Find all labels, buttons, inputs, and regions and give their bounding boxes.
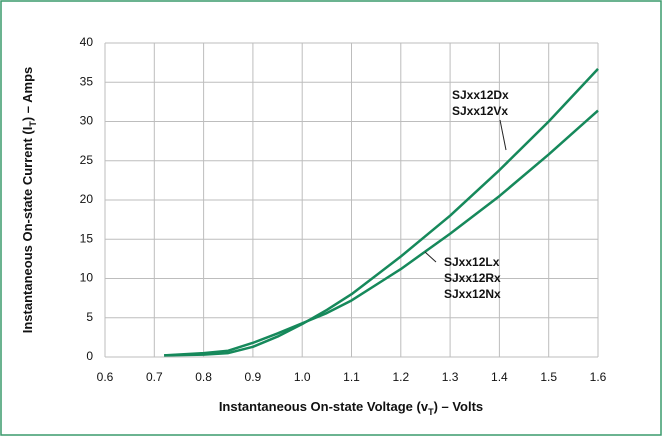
x-tick-label: 1.4 (491, 370, 508, 384)
x-tick-label: 1.5 (540, 370, 557, 384)
y-label-sub: T (28, 121, 38, 127)
y-tick-label: 30 (80, 114, 94, 128)
x-tick-label: 1.0 (294, 370, 311, 384)
y-axis-label: Instantaneous On-state Current (IT) – Am… (20, 67, 38, 334)
x-tick-label: 1.6 (590, 370, 607, 384)
y-tick-label: 0 (86, 349, 93, 363)
leader-line (499, 119, 507, 151)
y-label-part: Instantaneous On-state Current (I (20, 127, 35, 334)
x-label-part: Instantaneous On-state Voltage (v (219, 399, 429, 414)
x-tick-label: 0.8 (195, 370, 212, 384)
series-label: SJxx12Nx (444, 287, 501, 301)
series-label: SJxx12Vx (452, 104, 508, 118)
curve (164, 109, 599, 357)
series-label: SJxx12Dx (452, 88, 509, 102)
y-tick-label: 35 (80, 74, 94, 88)
series-label: SJxx12Rx (444, 271, 501, 285)
y-tick-label: 10 (80, 271, 94, 285)
x-axis-label: Instantaneous On-state Voltage (vT) – Vo… (219, 399, 483, 417)
y-tick-label: 15 (80, 231, 94, 245)
x-label-part: ) – Volts (434, 399, 484, 414)
y-label-part: ) – Amps (20, 67, 35, 121)
x-tick-label: 1.3 (442, 370, 459, 384)
x-tick-label: 1.1 (343, 370, 360, 384)
y-tick-label: 25 (80, 153, 94, 167)
y-tick-label: 5 (86, 310, 93, 324)
x-tick-label: 1.2 (392, 370, 409, 384)
x-tick-label: 0.9 (245, 370, 262, 384)
x-label-sub: T (428, 407, 434, 417)
leader-line (424, 251, 437, 263)
x-tick-label: 0.7 (146, 370, 163, 384)
y-tick-label: 40 (80, 35, 94, 49)
series-label: SJxx12Lx (444, 255, 500, 269)
x-tick-label: 0.6 (97, 370, 114, 384)
curve (164, 68, 599, 357)
y-tick-label: 20 (80, 192, 94, 206)
